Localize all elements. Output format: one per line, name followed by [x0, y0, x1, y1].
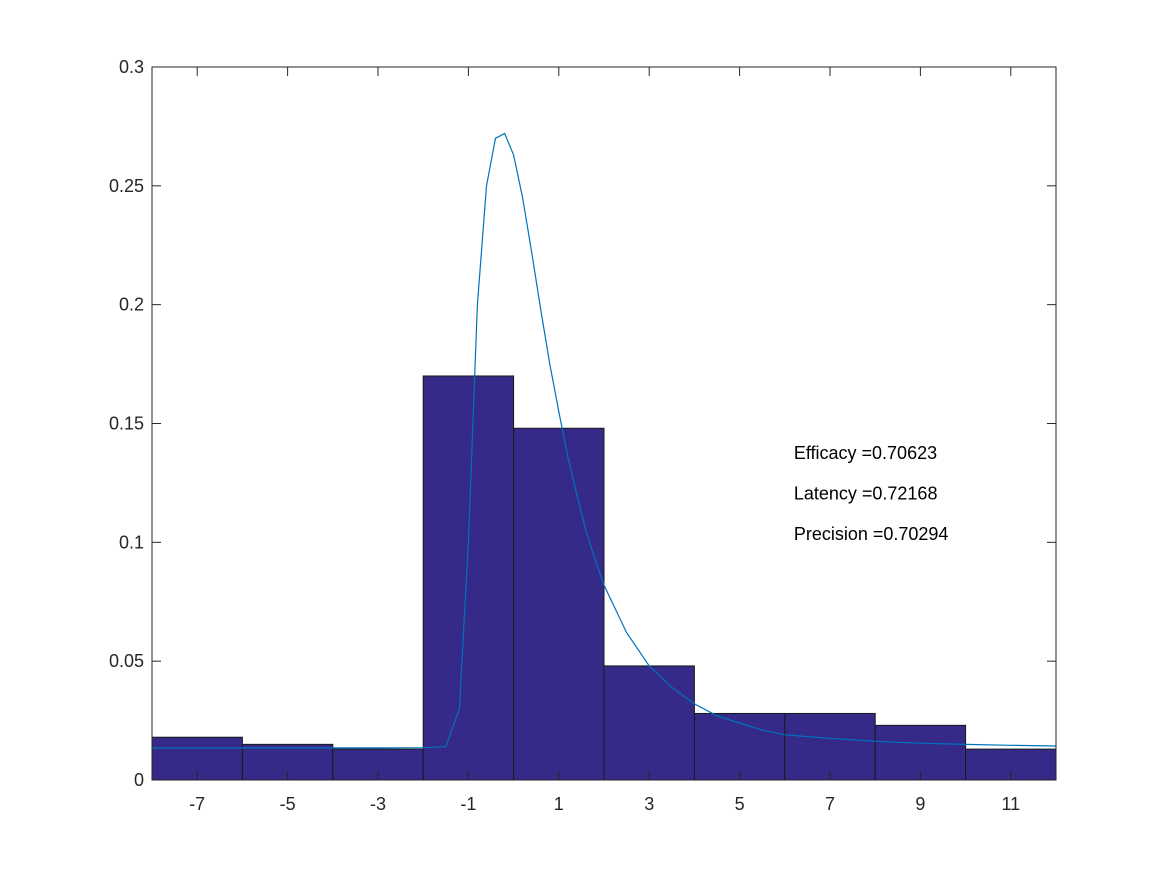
- y-tick-label: 0.3: [119, 57, 144, 77]
- bars-group: [151, 375, 1057, 781]
- x-tick-label: 1: [554, 794, 564, 814]
- x-tick-label: -5: [280, 794, 296, 814]
- stat-annotation: Precision =0.70294: [794, 524, 949, 544]
- histogram-bar: [784, 712, 876, 781]
- y-tick-label: 0.25: [109, 176, 144, 196]
- histogram-bar: [332, 748, 424, 781]
- x-tick-label: -3: [370, 794, 386, 814]
- axes-group: -7 -5 -3 -1 1 3 5 7 9 11 0 0.05 0.1 0.15 0.2 0.25 0.3: [109, 57, 1057, 814]
- x-tick-label: 7: [825, 794, 835, 814]
- x-tick-label: -7: [189, 794, 205, 814]
- histogram-bar: [513, 427, 605, 781]
- histogram-bar: [603, 665, 695, 781]
- x-tick-label: 9: [915, 794, 925, 814]
- y-tick-label: 0.2: [119, 295, 144, 315]
- histogram-bar: [693, 712, 786, 781]
- x-tick-label: 11: [1001, 794, 1020, 814]
- x-tick-label: 3: [644, 794, 654, 814]
- stat-annotation: Latency =0.72168: [794, 484, 938, 504]
- stat-annotation: Efficacy =0.70623: [794, 443, 937, 463]
- histogram-bar: [422, 375, 515, 781]
- y-tick-label: 0.1: [119, 532, 144, 552]
- y-tick-label: 0.05: [109, 651, 144, 671]
- x-tick-label: -1: [460, 794, 476, 814]
- annotations-group: Efficacy =0.70623 Latency =0.72168 Precisi…: [794, 443, 949, 544]
- y-tick-label: 0.15: [109, 414, 144, 434]
- x-tick-label: 5: [735, 794, 745, 814]
- y-tick-label: 0: [134, 770, 144, 790]
- fit-curve-group: [152, 132, 1057, 749]
- fit-curve-line: [152, 132, 1057, 749]
